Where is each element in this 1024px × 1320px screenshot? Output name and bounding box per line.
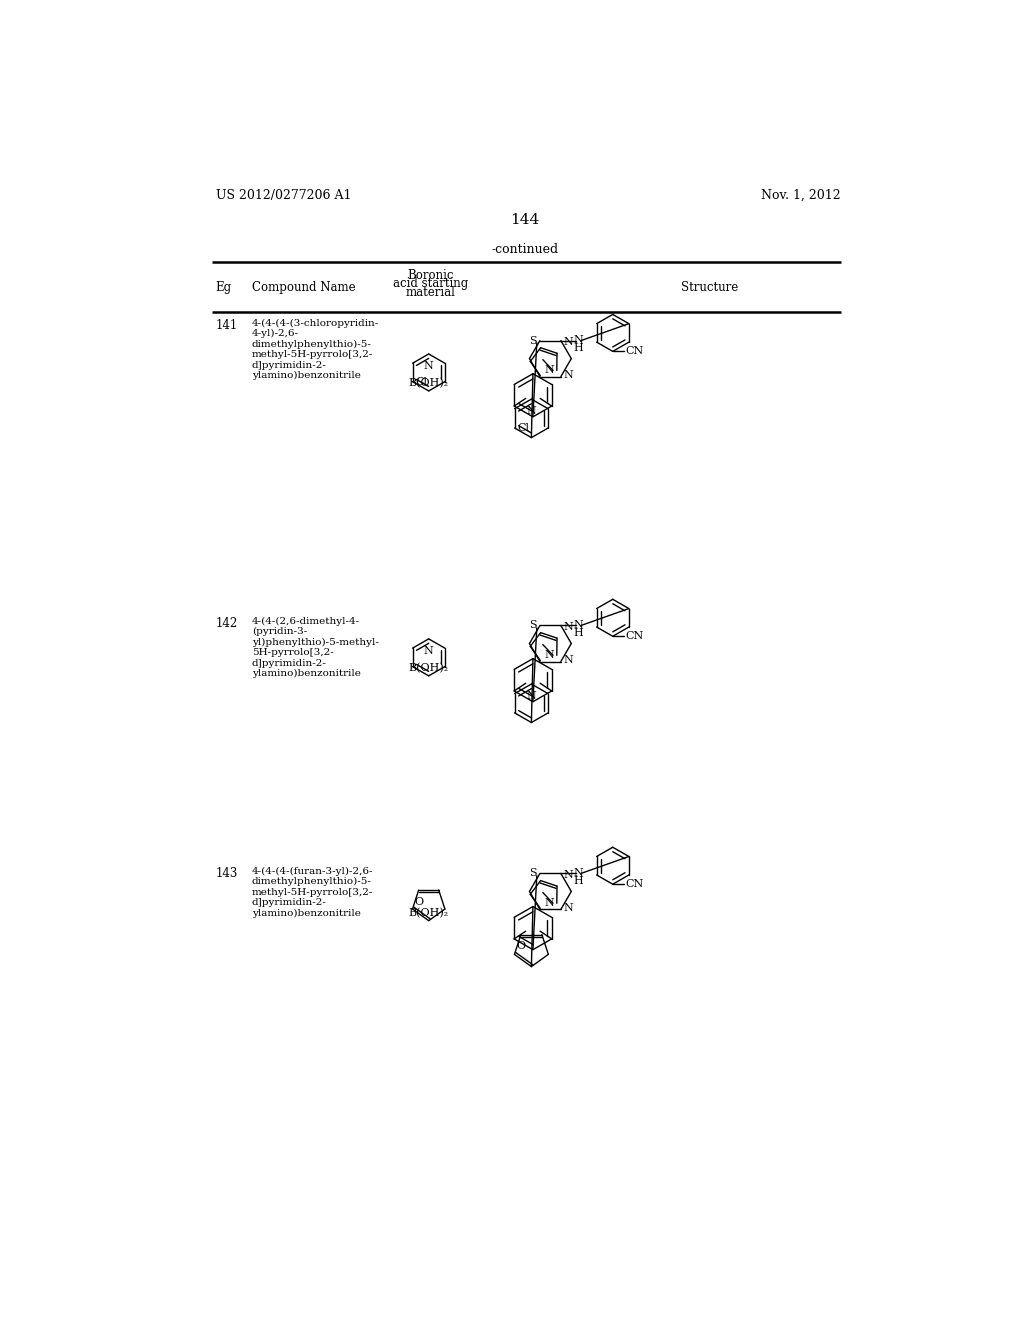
Text: N: N <box>545 366 554 375</box>
Text: 4-(4-(4-(3-chloropyridin-
4-yl)-2,6-
dimethylphenylthio)-5-
methyl-5H-pyrrolo[3,: 4-(4-(4-(3-chloropyridin- 4-yl)-2,6- dim… <box>252 318 379 380</box>
Text: 142: 142 <box>216 616 238 630</box>
Text: S: S <box>529 869 537 878</box>
Text: US 2012/0277206 A1: US 2012/0277206 A1 <box>216 189 351 202</box>
Text: N: N <box>564 870 573 880</box>
Text: -continued: -continued <box>492 243 558 256</box>
Text: N: N <box>526 407 537 416</box>
Text: N: N <box>564 337 573 347</box>
Text: N: N <box>424 645 433 656</box>
Text: N: N <box>545 899 554 908</box>
Text: N: N <box>573 867 583 878</box>
Text: H: H <box>573 343 583 354</box>
Text: S: S <box>529 335 537 346</box>
Text: N: N <box>564 903 573 913</box>
Text: Eg: Eg <box>216 281 231 294</box>
Text: 144: 144 <box>510 213 540 227</box>
Text: CN: CN <box>626 879 643 890</box>
Text: 141: 141 <box>216 318 238 331</box>
Text: B(OH)₂: B(OH)₂ <box>409 663 449 673</box>
Text: N: N <box>564 622 573 632</box>
Text: Nov. 1, 2012: Nov. 1, 2012 <box>762 189 841 202</box>
Text: 4-(4-(2,6-dimethyl-4-
(pyridin-3-
yl)phenylthio)-5-methyl-
5H-pyrrolo[3,2-
d]pyr: 4-(4-(2,6-dimethyl-4- (pyridin-3- yl)phe… <box>252 616 379 678</box>
Text: 143: 143 <box>216 867 238 880</box>
Text: S: S <box>529 620 537 631</box>
Text: H: H <box>573 628 583 638</box>
Text: N: N <box>573 619 583 630</box>
Text: Boronic: Boronic <box>407 269 454 282</box>
Text: N: N <box>526 690 537 701</box>
Text: CN: CN <box>626 631 643 642</box>
Text: H: H <box>573 876 583 886</box>
Text: Structure: Structure <box>681 281 738 294</box>
Text: N: N <box>564 370 573 380</box>
Text: N: N <box>564 655 573 665</box>
Text: CN: CN <box>626 346 643 356</box>
Text: O: O <box>516 941 525 952</box>
Text: N: N <box>424 360 433 371</box>
Text: Cl: Cl <box>518 422 529 433</box>
Text: Compound Name: Compound Name <box>252 281 355 294</box>
Text: 4-(4-(4-(furan-3-yl)-2,6-
dimethylphenylthio)-5-
methyl-5H-pyrrolo[3,2-
d]pyrimi: 4-(4-(4-(furan-3-yl)-2,6- dimethylphenyl… <box>252 867 374 917</box>
Text: B(OH)₂: B(OH)₂ <box>409 908 449 919</box>
Text: N: N <box>545 651 554 660</box>
Text: O: O <box>414 898 423 907</box>
Text: B(OH)₂: B(OH)₂ <box>409 378 449 388</box>
Text: N: N <box>573 335 583 345</box>
Text: Cl: Cl <box>416 376 428 387</box>
Text: acid starting: acid starting <box>392 277 468 290</box>
Text: material: material <box>406 286 456 298</box>
